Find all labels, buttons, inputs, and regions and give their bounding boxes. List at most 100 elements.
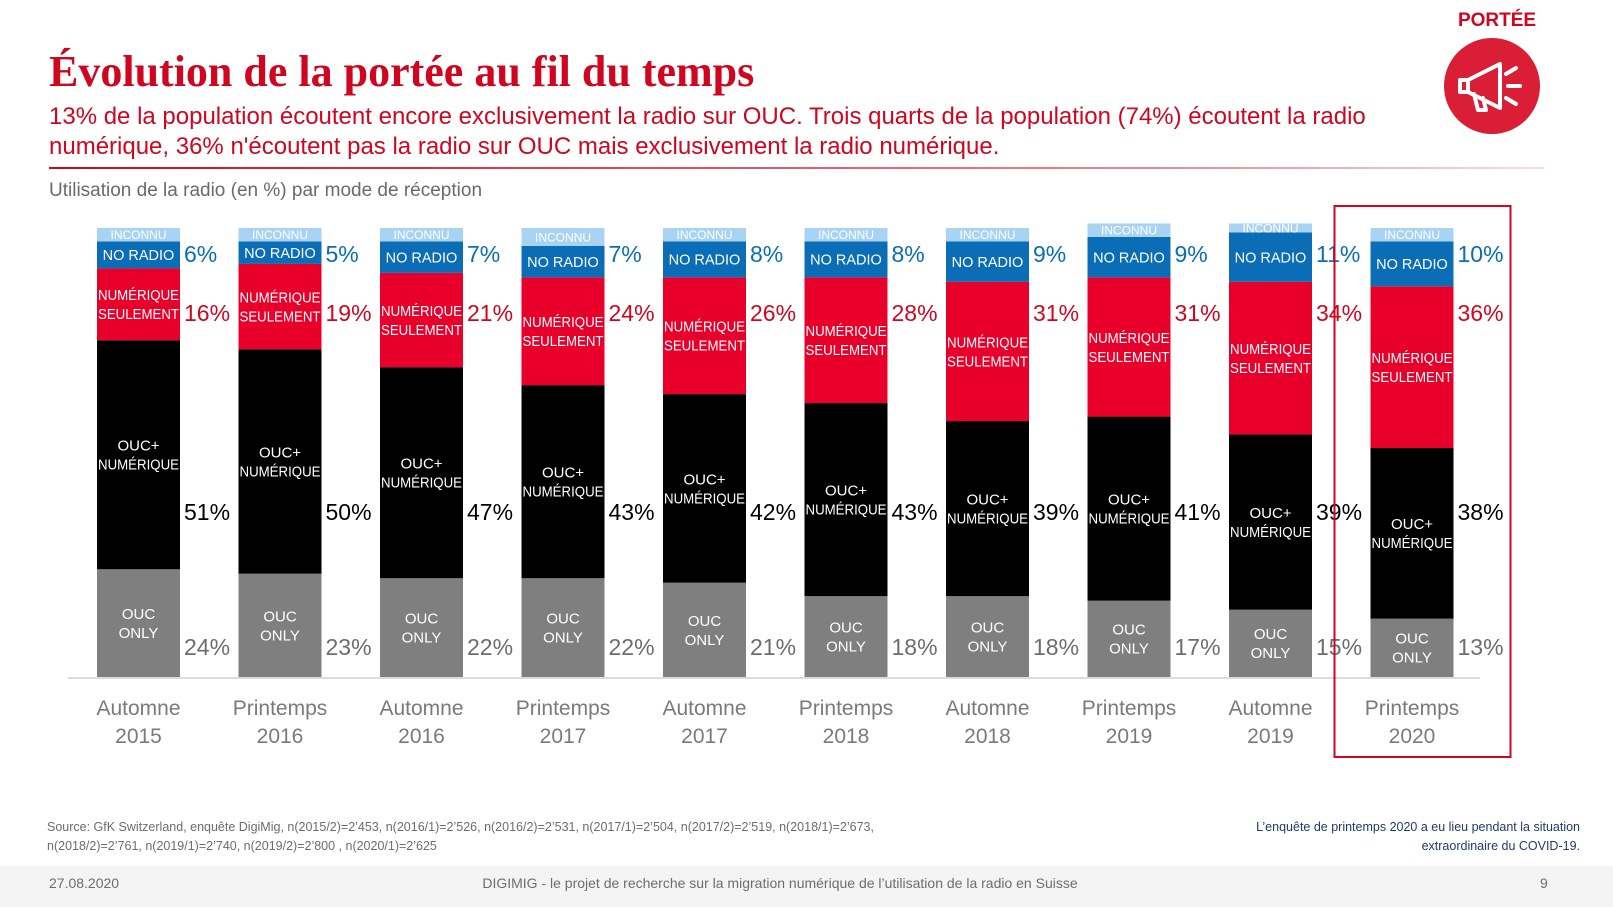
bar-label-ouc_numerique: NUMÉRIQUE [664, 490, 745, 507]
bar-inconnu [946, 228, 1029, 242]
bar-no_radio [238, 241, 322, 264]
x-tick-label: Printemps [1365, 697, 1460, 720]
bar-ouc_numerique [663, 394, 746, 583]
bar-ouc_only [380, 578, 463, 677]
bar-numerique_seulement [1087, 277, 1171, 417]
bar-no_radio [1229, 232, 1312, 282]
bar-label-ouc_only: ONLY [1251, 645, 1291, 662]
bar-label-ouc_numerique: OUC+ [1391, 516, 1433, 533]
value-label-ouc_numerique: 41% [1175, 499, 1221, 525]
bar-label-inconnu: INCONNU [535, 230, 591, 244]
bar-numerique_seulement [663, 277, 746, 395]
value-label-numerique_seulement: 31% [1175, 300, 1221, 326]
bar-label-ouc_numerique: NUMÉRIQUE [947, 511, 1028, 528]
bar-label-numerique_seulement: NUMÉRIQUE [1372, 350, 1453, 367]
bar-label-numerique_seulement: SEULEMENT [98, 306, 179, 323]
bar-label-ouc_numerique: NUMÉRIQUE [1372, 535, 1453, 552]
bar-numerique_seulement [380, 272, 463, 368]
bar-inconnu [1370, 228, 1454, 242]
bar-label-ouc_only: OUC [971, 619, 1005, 636]
bar-label-no_radio: NO RADIO [386, 250, 458, 266]
bar-inconnu [804, 228, 888, 242]
value-label-numerique_seulement: 34% [1316, 300, 1362, 326]
covid-note: L’enquête de printemps 2020 a eu lieu pe… [1256, 820, 1580, 853]
bar-ouc_numerique [1229, 434, 1312, 610]
bar-label-ouc_only: ONLY [1109, 641, 1149, 658]
bar-label-no_radio: NO RADIO [103, 248, 175, 264]
x-tick-label: Automne [662, 697, 746, 720]
value-label-numerique_seulement: 36% [1458, 300, 1504, 326]
chart-heading: Utilisation de la radio (en %) par mode … [49, 180, 483, 201]
page-subtitle: 13% de la population écoutent encore exc… [49, 103, 1366, 160]
bar-ouc_numerique [1087, 416, 1171, 601]
bar-label-ouc_numerique: OUC+ [825, 483, 867, 500]
bar-label-ouc_numerique: OUC+ [542, 465, 584, 482]
bar-label-numerique_seulement: SEULEMENT [523, 333, 604, 350]
bar-label-ouc_only: OUC [688, 613, 722, 630]
bar-label-ouc_only: OUC [546, 611, 580, 628]
value-label-numerique_seulement: 21% [467, 300, 513, 326]
bar-label-numerique_seulement: NUMÉRIQUE [947, 334, 1028, 351]
bar-label-no_radio: NO RADIO [1093, 250, 1165, 266]
x-tick-label: 2017 [540, 725, 587, 748]
bar-label-numerique_seulement: NUMÉRIQUE [98, 287, 179, 304]
bar-ouc_only [946, 596, 1029, 677]
bar-label-numerique_seulement: SEULEMENT [240, 308, 321, 325]
bar-label-numerique_seulement: NUMÉRIQUE [240, 289, 321, 306]
value-label-numerique_seulement: 24% [609, 300, 655, 326]
megaphone-icon [1444, 38, 1540, 134]
bar-label-ouc_only: OUC [1112, 622, 1146, 639]
value-label-ouc_only: 23% [326, 634, 372, 660]
bar-label-inconnu: INCONNU [394, 228, 450, 242]
bar-no_radio [804, 241, 888, 278]
bar-label-inconnu: INCONNU [1243, 221, 1299, 235]
bar-numerique_seulement [946, 281, 1029, 422]
bar-label-no_radio: NO RADIO [527, 255, 599, 271]
bar-ouc_only [1229, 609, 1312, 677]
x-tick-label: 2019 [1106, 725, 1153, 748]
bar-numerique_seulement [804, 277, 888, 404]
bar-label-ouc_only: ONLY [685, 632, 725, 649]
bar-label-ouc_only: OUC [405, 611, 439, 628]
bar-label-numerique_seulement: NUMÉRIQUE [664, 319, 745, 336]
bar-label-inconnu: INCONNU [818, 228, 874, 242]
value-label-ouc_numerique: 43% [609, 499, 655, 525]
value-label-ouc_numerique: 50% [326, 499, 372, 525]
x-tick-label: Automne [96, 697, 180, 720]
value-label-numerique_seulement: 26% [750, 300, 796, 326]
value-label-numerique_seulement: 28% [892, 300, 938, 326]
x-tick-label: Automne [379, 697, 463, 720]
bar-ouc_only [1370, 618, 1454, 677]
bar-numerique_seulement [97, 268, 180, 341]
value-label-ouc_only: 24% [184, 634, 230, 660]
bar-label-ouc_numerique: NUMÉRIQUE [381, 475, 462, 492]
value-label-ouc_only: 21% [750, 634, 796, 660]
bar-label-ouc_only: OUC [829, 619, 863, 636]
value-label-ouc_numerique: 47% [467, 499, 513, 525]
bar-label-numerique_seulement: SEULEMENT [664, 338, 745, 355]
bar-label-ouc_numerique: OUC+ [966, 492, 1008, 509]
bar-label-ouc_only: OUC [1395, 631, 1429, 648]
bar-inconnu [238, 228, 322, 242]
bar-inconnu [1087, 223, 1171, 237]
value-label-no_radio: 9% [1175, 241, 1208, 267]
bar-label-inconnu: INCONNU [677, 228, 733, 242]
bar-label-inconnu: INCONNU [1101, 224, 1157, 238]
value-label-no_radio: 10% [1458, 241, 1504, 267]
bar-label-no_radio: NO RADIO [810, 253, 882, 269]
bar-label-numerique_seulement: NUMÉRIQUE [523, 314, 604, 331]
bar-label-ouc_numerique: NUMÉRIQUE [523, 484, 604, 501]
x-tick-label: 2016 [398, 725, 445, 748]
bar-no_radio [663, 241, 746, 278]
bar-label-ouc_only: ONLY [1392, 650, 1432, 667]
bar-numerique_seulement [521, 277, 605, 386]
bar-ouc_numerique [238, 349, 322, 574]
bar-label-ouc_only: OUC [263, 608, 297, 625]
value-label-ouc_numerique: 39% [1316, 499, 1362, 525]
x-tick-label: Automne [1228, 697, 1312, 720]
value-label-no_radio: 7% [467, 241, 500, 267]
bar-ouc_only [804, 596, 888, 677]
x-tick-label: 2015 [115, 725, 162, 748]
bar-ouc_only [663, 582, 746, 677]
value-label-no_radio: 5% [326, 241, 359, 267]
